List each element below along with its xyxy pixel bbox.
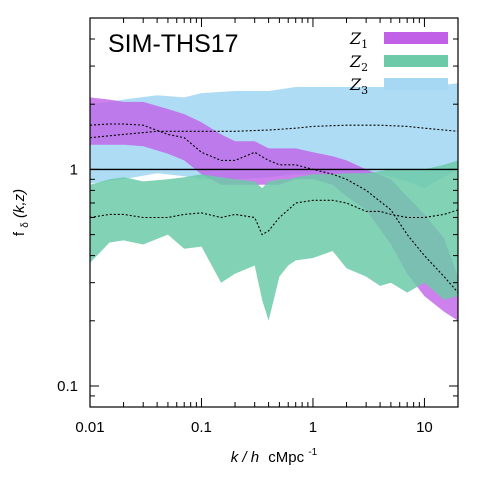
chart-title: SIM-THS17 [108,30,239,58]
center-line-z1 [90,123,458,293]
y-axis-label-suffix: (k,z) [11,189,28,218]
x-axis-label-exponent: -1 [308,447,317,458]
x-tick-label: 0.01 [75,419,104,436]
band-z2 [90,160,458,321]
center-line-z3 [90,124,458,139]
band-z3 [90,83,458,189]
legend-label-z3: Z3 [349,75,368,97]
center-lines-group [90,123,458,293]
legend-label-z2: Z2 [349,52,368,74]
y-axis-label: f δ (k,z) [11,189,32,236]
x-axis-label-unit: cMpc [268,449,304,466]
plot-frame [89,17,459,408]
x-tick-label: 10 [416,419,433,436]
ticks-group: 0.01 0.1 1 10 0.1 1 [57,17,459,436]
y-tick-label: 0.1 [57,378,78,395]
y-axis-label-prefix: f [11,231,28,236]
x-axis-label-prefix: k / h [231,449,259,466]
legend-swatch-z2 [384,55,448,67]
band-z1 [90,97,458,321]
x-tick-label: 0.1 [191,419,212,436]
legend-label-z1: Z1 [349,29,368,51]
legend-swatch-z3 [384,78,448,90]
x-axis-label: k / h cMpc -1 [231,447,318,466]
y-axis-label-sub: δ [20,222,31,228]
center-line-z2 [90,199,458,236]
x-tick-label: 1 [309,419,317,436]
bands-group [90,83,458,321]
y-tick-label: 1 [70,161,78,178]
legend-swatch-z1 [384,32,448,44]
